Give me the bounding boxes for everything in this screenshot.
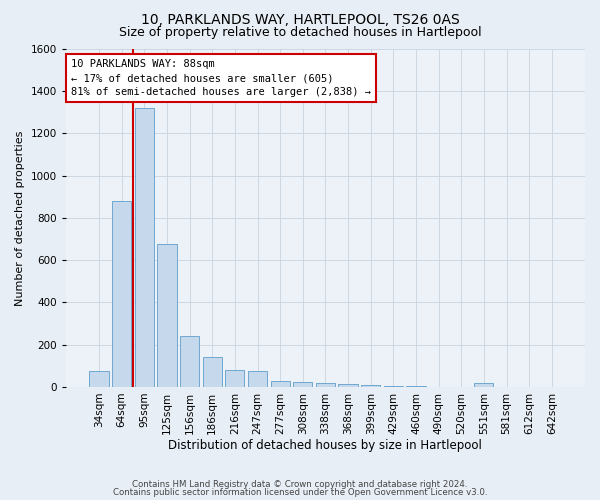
Bar: [474, 383, 493, 387]
Bar: [248, 371, 267, 387]
Bar: [203, 358, 222, 387]
Text: Contains public sector information licensed under the Open Government Licence v3: Contains public sector information licen…: [113, 488, 487, 497]
Text: Contains HM Land Registry data © Crown copyright and database right 2024.: Contains HM Land Registry data © Crown c…: [132, 480, 468, 489]
Bar: [180, 336, 199, 387]
Y-axis label: Number of detached properties: Number of detached properties: [15, 130, 25, 306]
Bar: [406, 386, 425, 387]
Bar: [157, 244, 176, 387]
Bar: [316, 382, 335, 387]
Bar: [112, 201, 131, 387]
Bar: [225, 370, 244, 387]
Bar: [293, 382, 313, 387]
Bar: [135, 108, 154, 387]
Text: Size of property relative to detached houses in Hartlepool: Size of property relative to detached ho…: [119, 26, 481, 39]
Bar: [89, 371, 109, 387]
Text: 10 PARKLANDS WAY: 88sqm
← 17% of detached houses are smaller (605)
81% of semi-d: 10 PARKLANDS WAY: 88sqm ← 17% of detache…: [71, 59, 371, 97]
X-axis label: Distribution of detached houses by size in Hartlepool: Distribution of detached houses by size …: [169, 440, 482, 452]
Text: 10, PARKLANDS WAY, HARTLEPOOL, TS26 0AS: 10, PARKLANDS WAY, HARTLEPOOL, TS26 0AS: [140, 12, 460, 26]
Bar: [384, 386, 403, 387]
Bar: [338, 384, 358, 387]
Bar: [271, 380, 290, 387]
Bar: [361, 386, 380, 387]
